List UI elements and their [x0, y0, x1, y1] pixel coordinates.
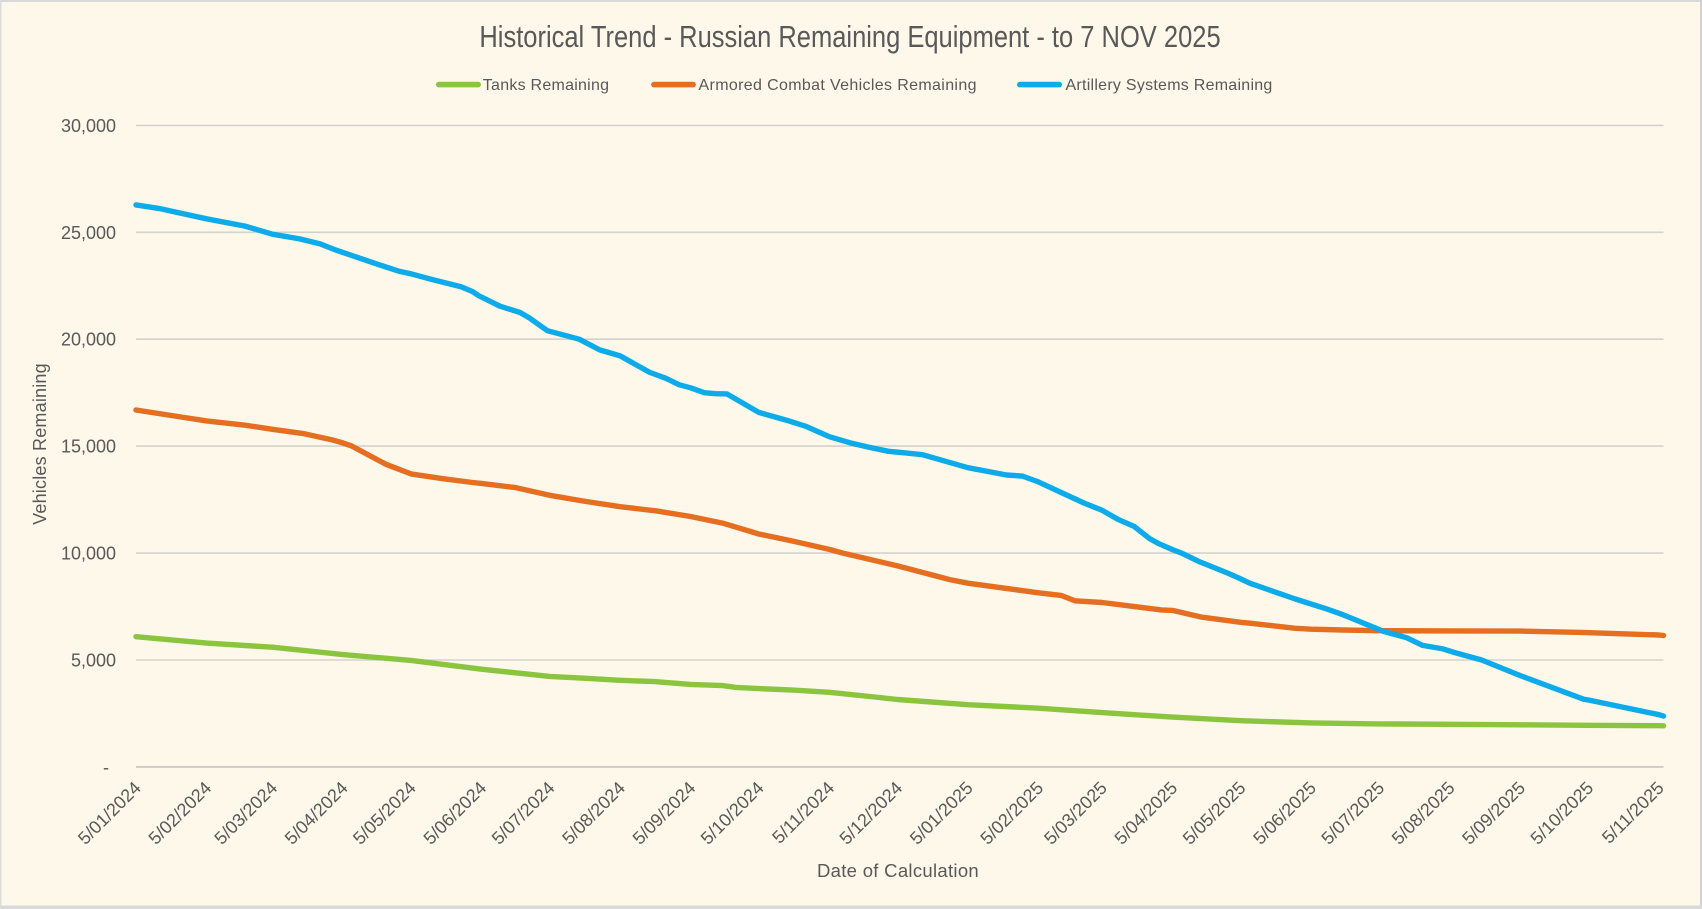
svg-text:Tanks Remaining: Tanks Remaining: [483, 77, 609, 94]
svg-text:5,000: 5,000: [71, 651, 116, 671]
svg-text:Historical Trend - Russian Rem: Historical Trend - Russian Remaining Equ…: [479, 20, 1220, 55]
svg-text:Date of Calculation: Date of Calculation: [817, 860, 979, 881]
svg-text:15,000: 15,000: [61, 437, 116, 457]
svg-text:Armored Combat Vehicles Remain: Armored Combat Vehicles Remaining: [699, 77, 977, 94]
svg-text:30,000: 30,000: [61, 116, 116, 136]
svg-text:20,000: 20,000: [61, 330, 116, 350]
svg-text:10,000: 10,000: [61, 544, 116, 564]
svg-text:Artillery Systems Remaining: Artillery Systems Remaining: [1066, 77, 1273, 94]
svg-text:Vehicles Remaining: Vehicles Remaining: [30, 363, 50, 525]
svg-text:25,000: 25,000: [61, 223, 116, 243]
svg-text:-: -: [103, 757, 109, 777]
